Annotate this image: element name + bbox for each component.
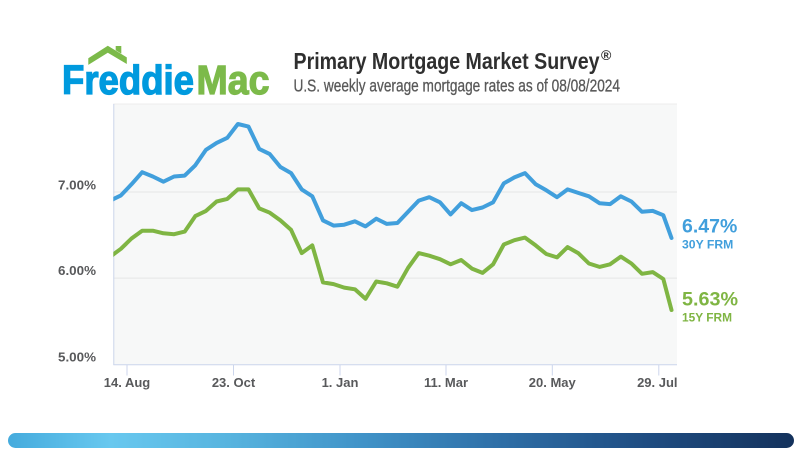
svg-text:5.63%: 5.63% <box>682 290 738 311</box>
svg-text:6.47%: 6.47% <box>682 217 737 238</box>
svg-text:15Y FRM: 15Y FRM <box>682 312 732 324</box>
svg-text:1. Jan: 1. Jan <box>322 375 359 390</box>
svg-text:11. Mar: 11. Mar <box>424 375 468 390</box>
svg-text:30Y FRM: 30Y FRM <box>682 239 733 251</box>
svg-text:Primary Mortgage Market Survey: Primary Mortgage Market Survey <box>294 48 600 74</box>
svg-text:U.S. weekly average mortgage r: U.S. weekly average mortgage rates as of… <box>294 76 621 96</box>
svg-text:29. Jul: 29. Jul <box>637 375 677 390</box>
svg-text:5.00%: 5.00% <box>58 349 96 364</box>
svg-text:7.00%: 7.00% <box>58 177 96 192</box>
svg-text:20. May: 20. May <box>529 375 577 390</box>
svg-text:Mac: Mac <box>197 57 270 103</box>
svg-text:Freddie: Freddie <box>62 57 194 103</box>
svg-text:6.00%: 6.00% <box>58 263 96 278</box>
svg-text:®: ® <box>601 47 612 63</box>
svg-text:23. Oct: 23. Oct <box>212 375 256 390</box>
svg-text:14. Aug: 14. Aug <box>104 375 151 390</box>
